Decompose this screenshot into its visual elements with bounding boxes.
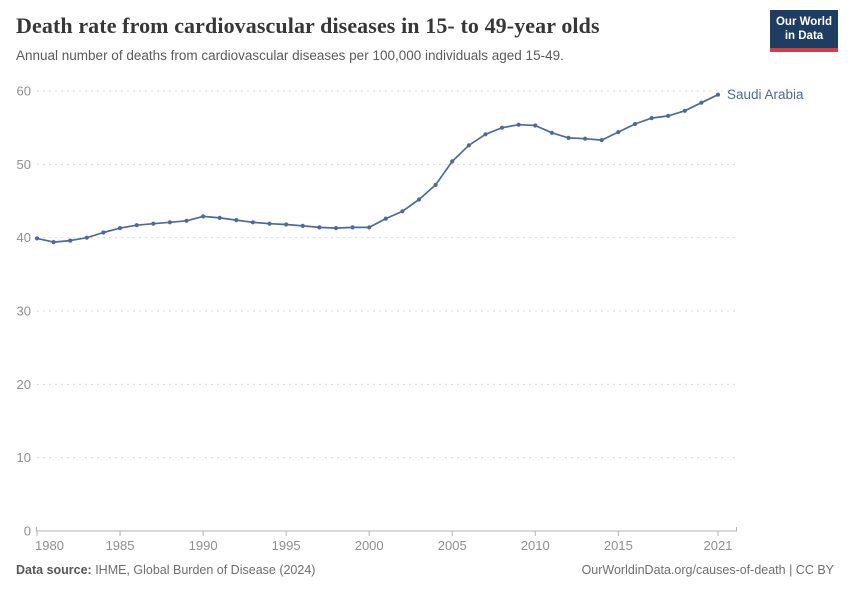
data-point-1996: [300, 223, 305, 228]
y-tick-label-40: 40: [17, 230, 31, 245]
data-point-1999: [350, 225, 355, 230]
y-tick-label-10: 10: [17, 450, 31, 465]
data-point-2008: [500, 125, 505, 130]
data-point-2013: [583, 136, 588, 141]
data-point-2002: [400, 209, 405, 214]
y-tick-label-50: 50: [17, 157, 31, 172]
data-point-1998: [333, 226, 339, 231]
data-point-2006: [466, 143, 471, 148]
data-point-2005: [450, 159, 455, 164]
data-point-2009: [516, 122, 521, 127]
data-point-2018: [666, 113, 671, 118]
x-tick-label-2005: 2005: [438, 538, 467, 553]
data-point-1984: [101, 230, 106, 235]
data-source-text: IHME, Global Burden of Disease (2024): [91, 563, 316, 577]
y-tick-label-20: 20: [17, 377, 31, 392]
data-source-label: Data source:: [16, 563, 92, 577]
data-point-1991: [217, 215, 222, 220]
data-point-2003: [416, 197, 422, 202]
owid-logo-line1: Our World: [775, 16, 832, 28]
y-tick-label-0: 0: [24, 524, 31, 539]
data-point-2011: [549, 130, 555, 135]
data-point-1992: [234, 218, 239, 223]
page-title: Death rate from cardiovascular diseases …: [16, 13, 600, 38]
owid-logo[interactable]: Our World in Data: [770, 10, 838, 52]
data-point-2015: [616, 130, 621, 135]
data-point-1987: [151, 221, 156, 226]
data-point-1981: [51, 240, 56, 245]
data-point-2014: [599, 138, 604, 143]
data-point-2016: [632, 121, 638, 127]
data-point-1986: [134, 223, 139, 228]
data-point-1997: [317, 225, 322, 230]
x-tick-label-1990: 1990: [189, 538, 218, 553]
chart-header: Death rate from cardiovascular diseases …: [0, 0, 850, 80]
data-point-2012: [566, 135, 571, 140]
series-label: Saudi Arabia: [727, 87, 804, 102]
data-point-2017: [649, 116, 654, 121]
page-subtitle: Annual number of deaths from cardiovascu…: [16, 48, 564, 63]
data-point-2010: [533, 123, 538, 128]
data-point-1993: [250, 220, 255, 225]
x-tick-label-2021: 2021: [704, 538, 733, 553]
x-tick-label-2015: 2015: [604, 538, 633, 553]
data-point-1988: [167, 220, 172, 225]
line-chart-canvas: 0 10 20 30 40 50 60 1980 1985 1990 1995 2000 2005 201…: [17, 84, 805, 554]
x-tick-label-1980: 1980: [35, 538, 64, 553]
x-tick-label-1995: 1995: [272, 538, 301, 553]
data-point-2019: [682, 108, 687, 113]
data-point-1985: [117, 226, 123, 231]
data-point-2020: [699, 100, 704, 105]
owid-logo-line2: in Data: [784, 30, 824, 43]
data-point-1989: [184, 218, 189, 223]
x-tick-label-2000: 2000: [355, 538, 384, 553]
y-tick-label-30: 30: [17, 304, 31, 319]
owid-url-link[interactable]: OurWorldinData.org/causes-of-death | CC …: [581, 563, 834, 577]
data-point-1995: [284, 222, 289, 227]
data-point-1990: [201, 214, 206, 219]
data-point-1980: [34, 236, 40, 241]
data-point-2000: [367, 225, 372, 230]
data-point-2007: [483, 132, 488, 137]
chart-footer: Data source: IHME, Global Burden of Dise…: [16, 563, 834, 577]
x-tick-label-1985: 1985: [106, 538, 135, 553]
y-tick-label-60: 60: [17, 84, 31, 99]
data-point-1994: [267, 221, 272, 226]
series-line-saudi-arabia: [36, 93, 719, 243]
data-point-1983: [84, 235, 89, 240]
x-tick-label-2010: 2010: [521, 538, 550, 553]
data-point-2021: [715, 92, 721, 97]
data-point-2001: [383, 216, 388, 221]
data-source-note: Data source: IHME, Global Burden of Dise…: [16, 563, 315, 577]
data-point-2004: [433, 182, 438, 187]
data-point-1982: [68, 238, 73, 243]
